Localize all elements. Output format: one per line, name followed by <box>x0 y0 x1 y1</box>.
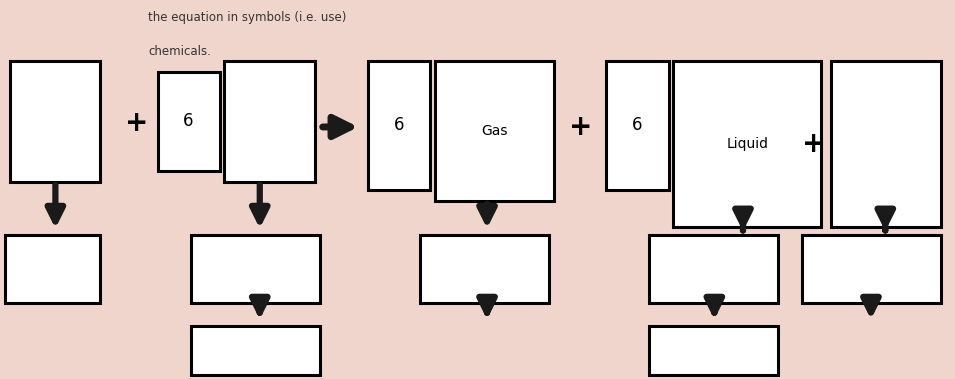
Bar <box>368 61 430 190</box>
Text: Liquid: Liquid <box>727 137 768 151</box>
Bar <box>435 61 554 201</box>
Bar <box>10 61 100 182</box>
Text: chemicals.: chemicals. <box>148 45 211 58</box>
Bar <box>606 61 668 190</box>
Text: +: + <box>569 113 592 141</box>
Text: +: + <box>125 109 148 137</box>
Bar <box>673 61 821 227</box>
Text: the equation in symbols (i.e. use): the equation in symbols (i.e. use) <box>148 11 347 24</box>
Bar <box>420 235 549 303</box>
Text: Gas: Gas <box>481 124 507 138</box>
Bar <box>158 72 220 171</box>
Bar <box>649 326 778 375</box>
Text: +: + <box>802 130 825 158</box>
Bar <box>191 326 320 375</box>
Text: 6: 6 <box>632 116 643 134</box>
Bar <box>649 235 778 303</box>
Bar <box>191 235 320 303</box>
Bar <box>802 235 941 303</box>
Text: 6: 6 <box>393 116 404 134</box>
Bar <box>224 61 315 182</box>
Bar <box>831 61 941 227</box>
Text: 6: 6 <box>183 112 194 130</box>
Bar <box>5 235 100 303</box>
